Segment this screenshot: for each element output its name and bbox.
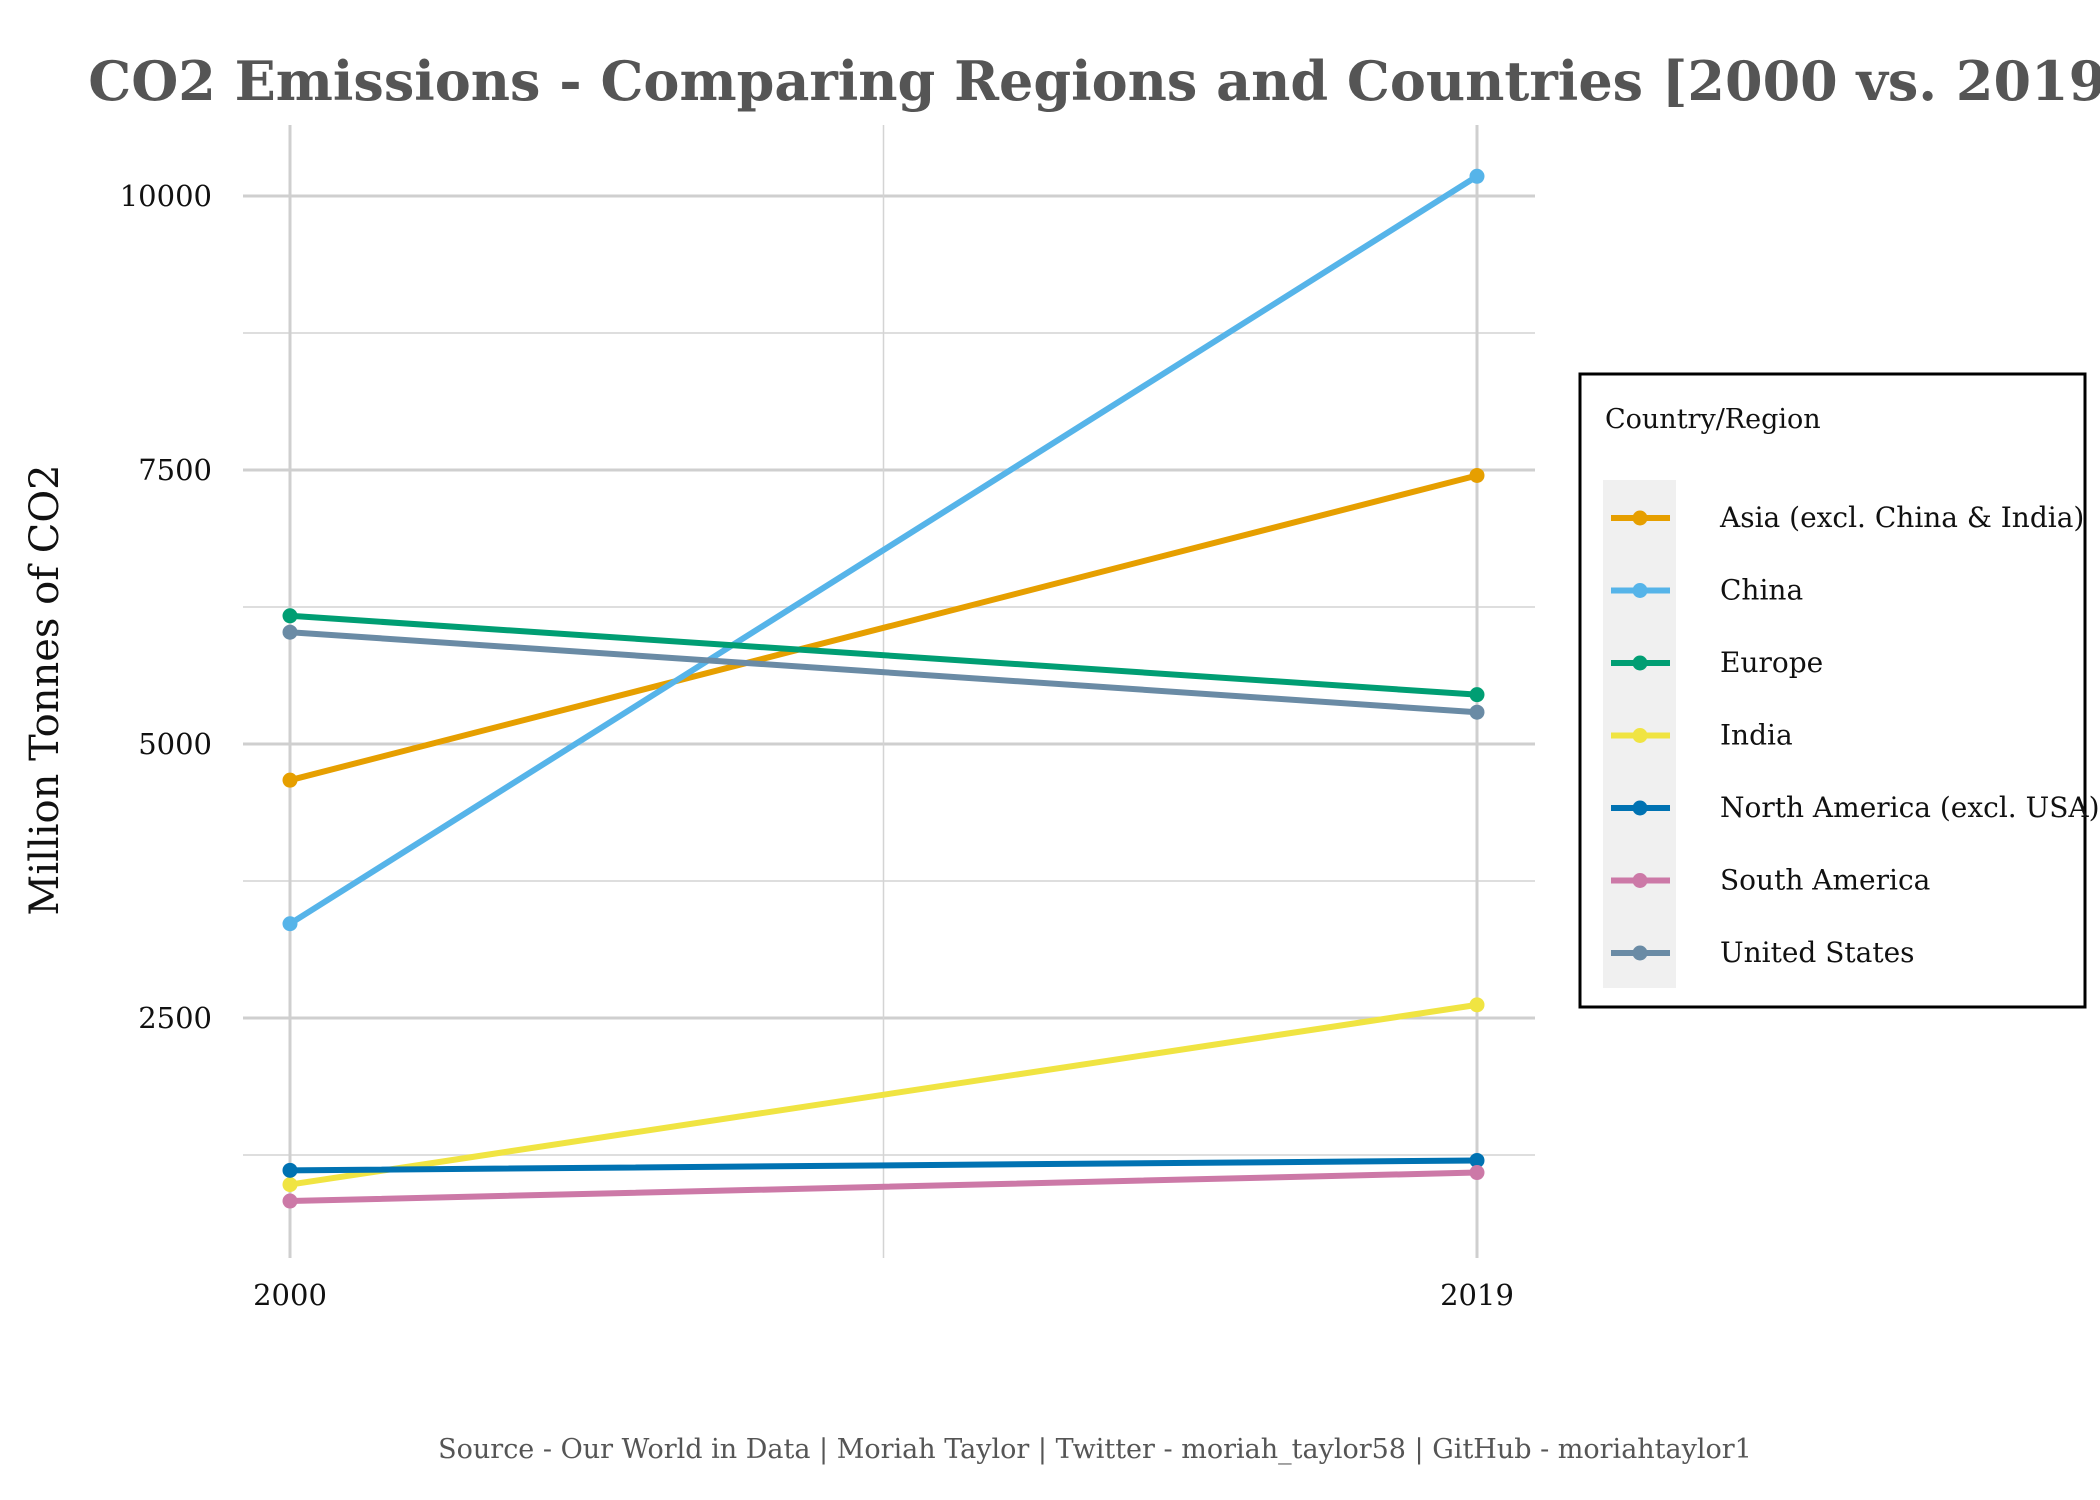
series-point <box>1469 1152 1485 1168</box>
series-point <box>282 1193 298 1209</box>
legend-key-point <box>1632 945 1648 961</box>
series-point <box>1469 467 1485 483</box>
legend-key-point <box>1632 655 1648 671</box>
legend-key-point <box>1632 873 1648 888</box>
legend-key-point <box>1632 800 1648 816</box>
y-axis-ticks: 2500 5000 7500 10000 <box>120 179 212 1035</box>
legend-key-point <box>1632 728 1648 743</box>
y-tick-label: 7500 <box>138 453 212 487</box>
x-axis-ticks: 2000 2019 <box>253 1278 1514 1312</box>
series-point <box>282 608 298 624</box>
legend-key-point <box>1632 510 1648 526</box>
legend-label: North America (excl. USA) <box>1720 791 2100 824</box>
series-north-america-excl-usa <box>282 1152 1485 1178</box>
series-china <box>282 168 1485 932</box>
chart-title: CO2 Emissions - Comparing Regions and Co… <box>88 49 2100 113</box>
legend-label: Europe <box>1720 646 1823 679</box>
grid-lines <box>243 125 1535 1258</box>
series-point <box>1469 168 1485 184</box>
series-point <box>1469 997 1485 1013</box>
series-line <box>287 1169 1480 1205</box>
legend-label: South America <box>1720 864 1930 897</box>
legend-title: Country/Region <box>1605 404 1821 435</box>
x-tick-label: 2019 <box>1440 1278 1514 1312</box>
series-point <box>282 624 298 640</box>
series-line <box>287 472 1480 784</box>
series-united-states <box>282 624 1485 720</box>
series-point <box>282 1162 298 1178</box>
legend-label: China <box>1720 574 1803 607</box>
series-point <box>1469 1165 1485 1181</box>
series-line <box>287 173 1480 927</box>
legend: Country/Region Asia (excl. China & India… <box>1578 372 2100 1009</box>
legend-label: United States <box>1720 936 1915 969</box>
y-axis-label: Million Tonnes of CO2 <box>22 464 68 915</box>
caption: Source - Our World in Data | Moriah Tayl… <box>438 1434 1752 1465</box>
legend-items: Asia (excl. China & India) China Europe Ind… <box>1611 501 2100 969</box>
legend-label: India <box>1720 719 1793 752</box>
series-point <box>1469 704 1485 720</box>
series-south-america <box>282 1165 1485 1209</box>
series-line <box>287 1001 1480 1188</box>
y-tick-label: 10000 <box>120 179 212 213</box>
y-tick-label: 5000 <box>138 727 212 761</box>
series-line <box>287 1157 1480 1174</box>
series-line <box>287 629 1480 716</box>
series-point <box>1469 687 1485 703</box>
x-tick-label: 2000 <box>253 1278 327 1312</box>
series-point <box>282 772 298 788</box>
series-europe <box>282 608 1485 703</box>
series-line <box>287 612 1480 698</box>
legend-key-point <box>1632 583 1648 598</box>
series-india <box>282 997 1485 1193</box>
series-point <box>282 916 298 932</box>
legend-label: Asia (excl. China & India) <box>1719 501 2084 534</box>
series-lines <box>282 168 1485 1209</box>
y-tick-label: 2500 <box>138 1001 212 1035</box>
series-asia-excl-china-india <box>282 467 1485 788</box>
series-point <box>282 1177 298 1193</box>
